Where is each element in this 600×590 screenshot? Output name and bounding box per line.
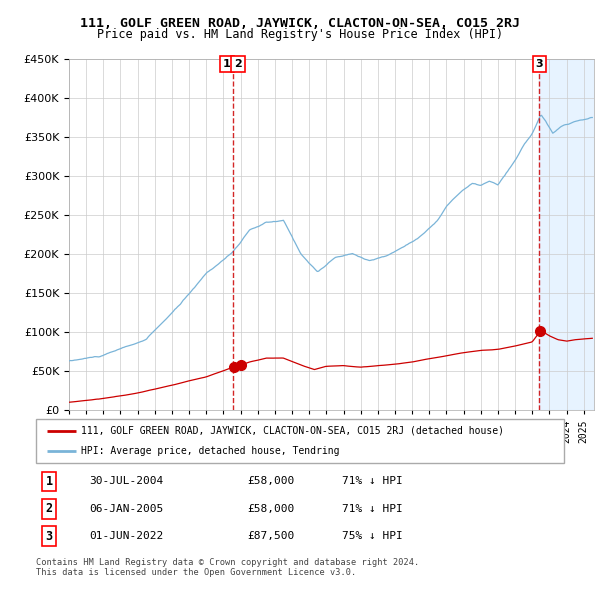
Text: HPI: Average price, detached house, Tendring: HPI: Average price, detached house, Tend… <box>81 446 340 456</box>
Bar <box>539 59 594 410</box>
Text: 30-JUL-2004: 30-JUL-2004 <box>89 477 163 487</box>
FancyBboxPatch shape <box>36 419 564 463</box>
Text: £58,000: £58,000 <box>247 504 295 514</box>
Text: 111, GOLF GREEN ROAD, JAYWICK, CLACTON-ON-SEA, CO15 2RJ: 111, GOLF GREEN ROAD, JAYWICK, CLACTON-O… <box>80 17 520 30</box>
Text: 3: 3 <box>536 59 543 69</box>
Text: 3: 3 <box>46 530 53 543</box>
Text: £87,500: £87,500 <box>247 531 295 541</box>
Text: 2: 2 <box>46 502 53 516</box>
Text: Contains HM Land Registry data © Crown copyright and database right 2024.: Contains HM Land Registry data © Crown c… <box>36 558 419 566</box>
Text: Price paid vs. HM Land Registry's House Price Index (HPI): Price paid vs. HM Land Registry's House … <box>97 28 503 41</box>
Text: 71% ↓ HPI: 71% ↓ HPI <box>342 504 403 514</box>
Text: 111, GOLF GREEN ROAD, JAYWICK, CLACTON-ON-SEA, CO15 2RJ (detached house): 111, GOLF GREEN ROAD, JAYWICK, CLACTON-O… <box>81 426 504 436</box>
Text: This data is licensed under the Open Government Licence v3.0.: This data is licensed under the Open Gov… <box>36 568 356 576</box>
Text: £58,000: £58,000 <box>247 477 295 487</box>
Text: 1: 1 <box>223 59 231 69</box>
Text: 1: 1 <box>46 475 53 488</box>
Text: 06-JAN-2005: 06-JAN-2005 <box>89 504 163 514</box>
Text: 75% ↓ HPI: 75% ↓ HPI <box>342 531 403 541</box>
Text: 01-JUN-2022: 01-JUN-2022 <box>89 531 163 541</box>
Text: 71% ↓ HPI: 71% ↓ HPI <box>342 477 403 487</box>
Text: 2: 2 <box>234 59 242 69</box>
